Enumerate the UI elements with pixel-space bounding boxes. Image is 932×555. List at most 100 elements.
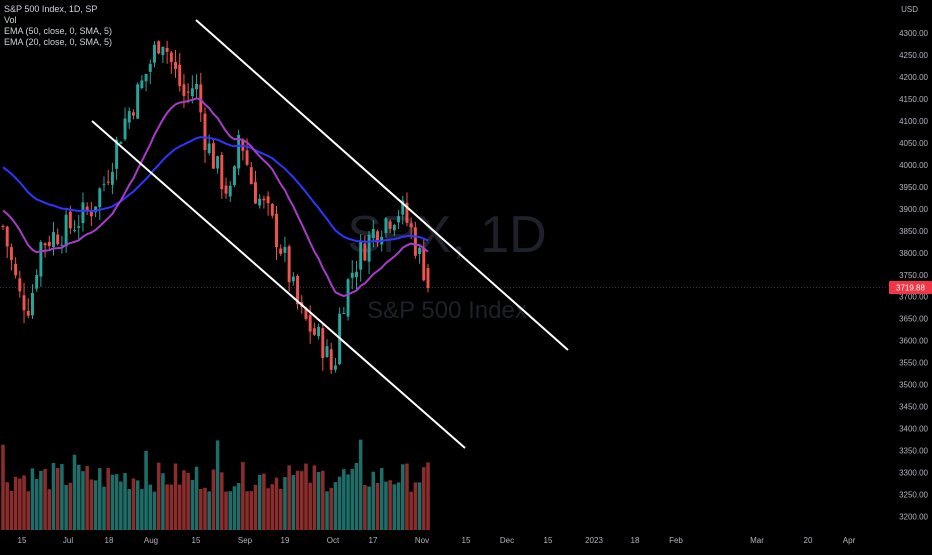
volume-bar bbox=[51, 463, 56, 530]
volume-bar bbox=[379, 468, 384, 530]
volume-bar bbox=[325, 491, 329, 530]
volume-bar bbox=[34, 478, 39, 530]
candle-body bbox=[367, 234, 371, 262]
time-tick-label: 18 bbox=[105, 536, 114, 545]
volume-bar bbox=[396, 482, 401, 530]
volume-bar bbox=[156, 462, 161, 530]
volume-bar bbox=[215, 440, 220, 530]
candle-body bbox=[321, 328, 325, 359]
volume-bar bbox=[236, 482, 241, 530]
candle-body bbox=[384, 218, 388, 234]
volume-bar bbox=[278, 488, 283, 530]
volume-bar bbox=[371, 471, 376, 530]
last-price-tag: 3719.88 bbox=[889, 281, 932, 294]
candle-body bbox=[363, 243, 367, 261]
price-tick-label: 3300.00 bbox=[899, 469, 928, 478]
candle-body bbox=[195, 84, 199, 90]
candle-body bbox=[279, 248, 283, 254]
time-tick-label: 2023 bbox=[585, 536, 603, 545]
time-tick-label: Oct bbox=[327, 536, 340, 545]
price-tick-label: 3550.00 bbox=[899, 359, 928, 368]
price-tick-label: 3850.00 bbox=[899, 227, 928, 236]
candle-body bbox=[35, 275, 39, 289]
volume-bar bbox=[123, 472, 127, 530]
chart-legend: S&P 500 Index, 1D, SP Vol EMA (50, close… bbox=[4, 4, 112, 48]
candle-body bbox=[325, 346, 329, 358]
volume-bar bbox=[39, 470, 43, 530]
currency-label[interactable]: USD bbox=[901, 5, 918, 14]
volume-bar bbox=[169, 484, 174, 530]
candle-body bbox=[266, 196, 270, 204]
candle-body bbox=[371, 229, 375, 238]
watermark-symbol: SPX, 1D bbox=[347, 206, 546, 264]
ema50-indicator-label[interactable]: EMA (50, close, 0, SMA, 5) bbox=[4, 26, 113, 36]
volume-bar bbox=[422, 467, 426, 530]
price-tick-label: 3450.00 bbox=[899, 403, 928, 412]
volume-bar bbox=[85, 465, 89, 530]
volume-bar bbox=[220, 472, 224, 530]
time-tick-label: 15 bbox=[544, 536, 553, 545]
candle-body bbox=[30, 292, 34, 316]
volume-bar bbox=[291, 474, 296, 530]
candle-body bbox=[56, 234, 60, 245]
candle-body bbox=[397, 216, 401, 223]
volume-bar bbox=[413, 482, 418, 530]
volume-bar bbox=[199, 488, 203, 530]
price-tick-label: 4250.00 bbox=[899, 51, 928, 60]
volume-bar bbox=[106, 468, 110, 530]
time-tick-label: 15 bbox=[192, 536, 201, 545]
candle-body bbox=[405, 202, 409, 223]
volume-bar bbox=[211, 469, 216, 530]
upper-channel-line bbox=[195, 19, 569, 351]
candle-body bbox=[258, 198, 262, 206]
candle-body bbox=[413, 227, 417, 256]
price-tick-label: 3250.00 bbox=[899, 491, 928, 500]
ema20-indicator-label[interactable]: EMA (20, close, 0, SMA, 5) bbox=[4, 37, 113, 47]
volume-bar bbox=[308, 482, 312, 530]
time-tick-label: Mar bbox=[750, 536, 764, 545]
candle-body bbox=[1, 225, 5, 227]
volume-bar bbox=[329, 487, 333, 530]
candle-body bbox=[174, 61, 177, 69]
candle-body bbox=[119, 142, 123, 144]
volume-bar bbox=[60, 464, 64, 530]
candle-body bbox=[136, 84, 140, 119]
candle-body bbox=[287, 246, 291, 283]
candle-body bbox=[291, 276, 295, 282]
price-axis: 4300.00 4250.00 4200.00 4150.00 4100.00 4050.… bbox=[899, 29, 928, 522]
price-tick-label: 4200.00 bbox=[899, 73, 928, 82]
time-tick-label: Aug bbox=[144, 536, 158, 545]
watermark-name: S&P 500 Index bbox=[367, 297, 527, 324]
candle-body bbox=[161, 46, 165, 56]
candle-body bbox=[43, 243, 47, 246]
candle-body bbox=[409, 223, 413, 228]
volume-bar bbox=[161, 473, 165, 530]
candle-body bbox=[186, 91, 190, 93]
volume-bar bbox=[333, 482, 338, 530]
price-tick-label: 3900.00 bbox=[899, 205, 928, 214]
candle-body bbox=[39, 242, 43, 277]
candle-body bbox=[140, 80, 144, 89]
price-tick-label: 3950.00 bbox=[899, 183, 928, 192]
volume-bar bbox=[350, 468, 355, 530]
price-tick-label: 3650.00 bbox=[899, 315, 928, 324]
volume-indicator-label[interactable]: Vol bbox=[4, 15, 17, 25]
candle-body bbox=[228, 185, 232, 197]
candle-body bbox=[232, 166, 236, 186]
volume-bar bbox=[1, 444, 5, 530]
volume-bar bbox=[405, 463, 409, 530]
price-tick-label: 3400.00 bbox=[899, 425, 928, 434]
volume-bar bbox=[119, 481, 123, 530]
symbol-title[interactable]: S&P 500 Index, 1D, SP bbox=[4, 4, 98, 14]
volume-bar bbox=[375, 482, 380, 530]
volume-bar bbox=[409, 491, 413, 530]
candle-body bbox=[249, 167, 253, 185]
candle-body bbox=[169, 52, 173, 62]
volume-bar bbox=[165, 484, 169, 530]
candle-body bbox=[153, 44, 156, 63]
volume-bar bbox=[131, 478, 136, 530]
candle-body bbox=[148, 63, 152, 72]
volume-bar bbox=[337, 476, 342, 530]
